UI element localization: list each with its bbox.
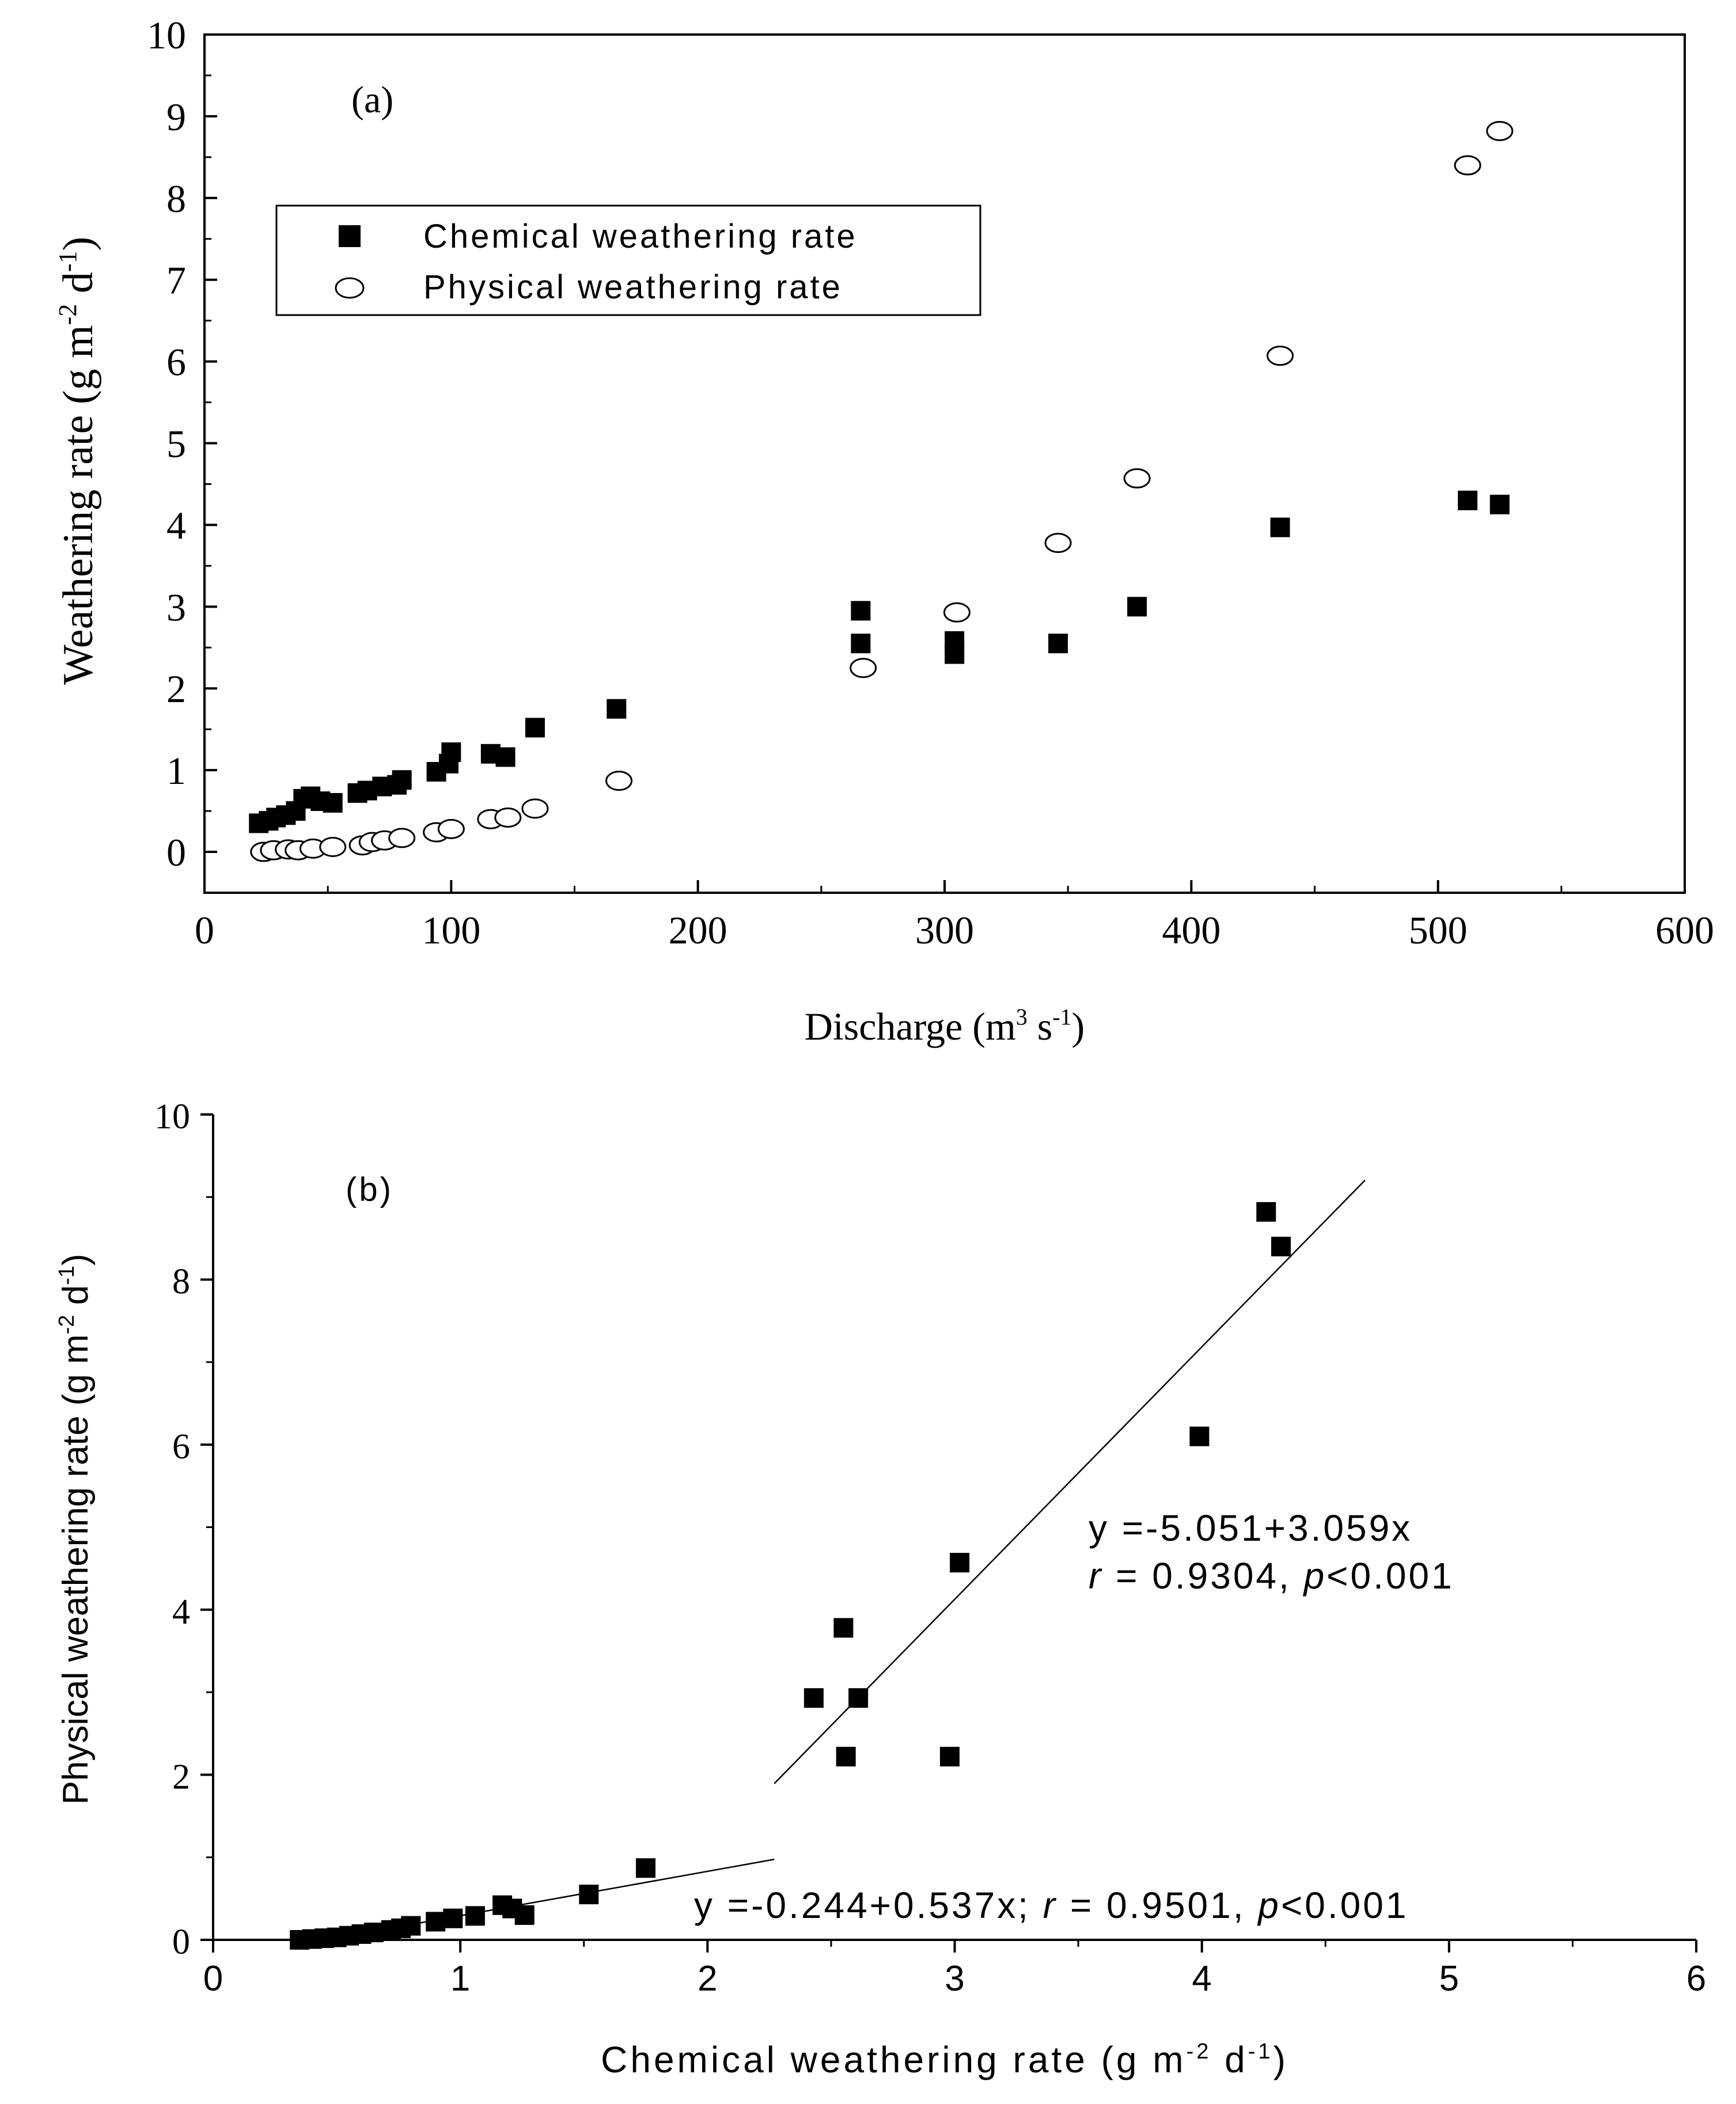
weathering-point bbox=[1189, 1426, 1210, 1446]
x-tick-label: 0 bbox=[203, 1959, 223, 1999]
x-tick-label: 5 bbox=[1439, 1959, 1459, 1999]
y-tick-label: 6 bbox=[166, 340, 186, 384]
chemical-weathering-point bbox=[392, 770, 412, 790]
y-tick-label: 10 bbox=[154, 1097, 190, 1136]
chemical-weathering-point bbox=[1048, 634, 1068, 654]
physical-weathering-point bbox=[437, 818, 465, 839]
chemical-weathering-point bbox=[525, 718, 545, 738]
fit-line-upper bbox=[774, 1180, 1366, 1784]
x-tick-label: 2 bbox=[698, 1959, 717, 1999]
chemical-weathering-point bbox=[441, 742, 461, 762]
chemical-weathering-point bbox=[1270, 517, 1290, 537]
physical-weathering-point bbox=[943, 602, 971, 623]
physical-weathering-point bbox=[1044, 533, 1072, 554]
panel-a-label: (a) bbox=[351, 79, 393, 121]
chemical-weathering-point bbox=[945, 644, 965, 664]
physical-weathering-point bbox=[494, 807, 522, 828]
y-tick-label: 2 bbox=[172, 1757, 190, 1796]
panel-b-y-axis-title: Physical weathering rate (g m-2 d-1) bbox=[55, 1254, 96, 1805]
fit-upper-stats: r = 0.9304, p<0.001 bbox=[1089, 1555, 1454, 1597]
panel-a: 0 100 200 300 400 500 600 0 1 2 3 4 5 6 7 8 9 10 (a) Chem… bbox=[54, 13, 1714, 1048]
physical-weathering-point bbox=[521, 798, 549, 819]
weathering-point bbox=[636, 1858, 656, 1878]
weathering-point bbox=[465, 1906, 485, 1926]
panel-b: 0 1 2 3 4 5 6 0 2 4 6 8 10 (b) y =-5.051+3.059x r = … bbox=[55, 1097, 1706, 2080]
weathering-point bbox=[401, 1916, 421, 1936]
physical-weathering-point bbox=[1486, 120, 1514, 141]
physical-weathering-point bbox=[1267, 346, 1294, 366]
chemical-weathering-point bbox=[1489, 494, 1510, 514]
x-tick-label: 3 bbox=[945, 1959, 964, 1999]
chemical-weathering-point bbox=[495, 747, 516, 767]
weathering-point bbox=[950, 1553, 970, 1573]
panel-b-label: (b) bbox=[346, 1171, 393, 1208]
weathering-point bbox=[443, 1908, 463, 1928]
x-tick-label: 300 bbox=[915, 908, 974, 952]
x-tick-label: 500 bbox=[1409, 908, 1468, 952]
chemical-weathering-point bbox=[851, 601, 871, 621]
y-tick-label: 8 bbox=[172, 1263, 190, 1302]
x-tick-label: 400 bbox=[1162, 908, 1220, 952]
physical-weathering-point bbox=[1123, 468, 1151, 489]
panel-a-ticks: 0 100 200 300 400 500 600 0 1 2 3 4 5 6 7 8 9 10 bbox=[147, 13, 1714, 952]
y-tick-label: 0 bbox=[172, 1923, 190, 1962]
weathering-point bbox=[579, 1885, 599, 1905]
panel-b-points bbox=[290, 1202, 1291, 1950]
physical-weathering-point bbox=[388, 828, 416, 848]
y-tick-label: 0 bbox=[166, 831, 186, 874]
panel-b-x-axis-title: Chemical weathering rate (g m-2 d-1) bbox=[601, 2039, 1288, 2080]
x-tick-label: 1 bbox=[450, 1959, 470, 1999]
panel-a-y-axis-title: Weathering rate (g m-2 d-1) bbox=[54, 237, 102, 685]
chemical-weathering-point bbox=[1458, 490, 1478, 510]
physical-weathering-point bbox=[850, 658, 877, 678]
fit-lower-annotation: y =-0.244+0.537x; r = 0.9501, p<0.001 bbox=[694, 1885, 1408, 1926]
panel-a-points bbox=[249, 120, 1514, 862]
legend-chemical-label: Chemical weathering rate bbox=[423, 218, 858, 255]
chemical-weathering-point bbox=[1127, 597, 1147, 617]
chemical-weathering-point bbox=[607, 699, 627, 719]
x-tick-label: 4 bbox=[1192, 1959, 1211, 1999]
weathering-point bbox=[833, 1618, 854, 1638]
panel-b-ticks: 0 1 2 3 4 5 6 0 2 4 6 8 10 bbox=[154, 1097, 1706, 1999]
y-tick-label: 9 bbox=[166, 95, 186, 139]
y-tick-label: 1 bbox=[166, 749, 186, 793]
legend-physical-label: Physical weathering rate bbox=[423, 268, 843, 306]
weathering-point bbox=[803, 1688, 824, 1708]
weathering-point bbox=[836, 1746, 856, 1766]
physical-weathering-point bbox=[319, 837, 347, 858]
legend-chemical-marker bbox=[339, 225, 361, 247]
chemical-weathering-point bbox=[323, 793, 343, 813]
y-tick-label: 8 bbox=[166, 177, 186, 221]
weathering-point bbox=[1256, 1202, 1276, 1222]
physical-weathering-point bbox=[1454, 155, 1481, 176]
weathering-point bbox=[426, 1912, 446, 1932]
x-tick-label: 6 bbox=[1686, 1959, 1706, 1999]
y-tick-label: 3 bbox=[166, 585, 186, 629]
x-tick-label: 0 bbox=[195, 908, 214, 952]
y-tick-label: 4 bbox=[172, 1593, 190, 1632]
weathering-point bbox=[514, 1905, 535, 1925]
weathering-point bbox=[363, 1923, 384, 1943]
legend-physical-marker bbox=[335, 277, 365, 299]
weathering-point bbox=[1271, 1237, 1291, 1257]
y-tick-label: 7 bbox=[166, 259, 186, 302]
weathering-point bbox=[939, 1746, 960, 1766]
panel-a-legend: Chemical weathering rate Physical weathe… bbox=[275, 204, 981, 316]
weathering-point bbox=[848, 1688, 869, 1708]
x-tick-label: 100 bbox=[422, 908, 480, 952]
y-tick-label: 2 bbox=[166, 667, 186, 711]
y-tick-label: 4 bbox=[166, 503, 186, 547]
x-tick-label: 600 bbox=[1655, 908, 1714, 952]
chemical-weathering-point bbox=[851, 634, 871, 654]
y-tick-label: 10 bbox=[147, 13, 186, 57]
fit-upper-equation: y =-5.051+3.059x bbox=[1089, 1507, 1412, 1549]
physical-weathering-point bbox=[605, 771, 633, 791]
y-tick-label: 6 bbox=[172, 1427, 190, 1466]
legend-frame bbox=[275, 204, 981, 316]
x-tick-label: 200 bbox=[669, 908, 727, 952]
panel-a-x-axis-title: Discharge (m3 s-1) bbox=[805, 1004, 1085, 1048]
y-tick-label: 5 bbox=[166, 422, 186, 466]
